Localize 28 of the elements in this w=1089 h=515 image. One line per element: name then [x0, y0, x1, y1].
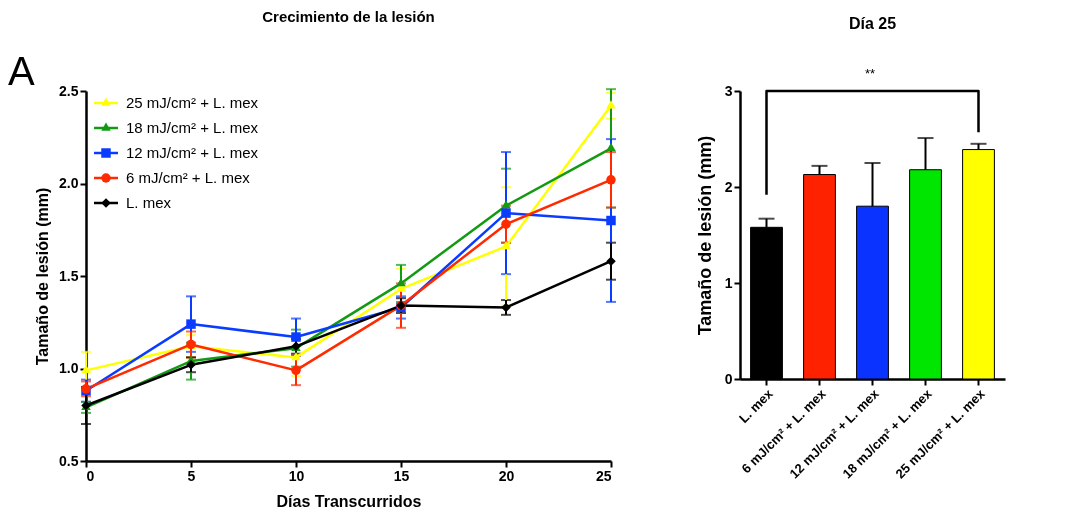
- x-tick-label: L. mex: [735, 385, 777, 426]
- y-tick-label: 1.0: [59, 360, 79, 376]
- y-tick-label: 2.5: [59, 82, 79, 99]
- x-tick-label: 10: [288, 467, 305, 484]
- legend-label: 25 mJ/cm² + L. mex: [126, 94, 259, 111]
- y-tick-label: 1: [724, 274, 733, 291]
- text: **: [864, 66, 876, 81]
- y-axis-title: Tamaño de lesión (mm): [34, 187, 52, 366]
- y-tick-label: 0.5: [59, 452, 79, 469]
- text: A: [8, 49, 35, 93]
- y-tick-label: 2: [724, 178, 733, 195]
- x-tick-label: 20: [498, 467, 515, 484]
- chart-title: Día 25: [848, 15, 897, 32]
- x-tick-label: 15: [393, 467, 410, 484]
- y-tick-label: 2.0: [59, 175, 79, 191]
- x-tick-label: 0: [86, 467, 95, 484]
- y-axis-title: Tamaño de lesión (mm): [694, 135, 715, 336]
- y-tick-label: 3: [724, 82, 733, 99]
- legend-label: L. mex: [126, 194, 172, 211]
- y-tick-label: 1.5: [59, 267, 79, 284]
- x-tick-label: 5: [187, 467, 196, 484]
- x-axis-title: Días Transcurridos: [276, 492, 422, 510]
- y-tick-label: 0: [724, 370, 733, 387]
- legend-label: 12 mJ/cm² + L. mex: [126, 144, 259, 161]
- legend-label: 18 mJ/cm² + L. mex: [126, 119, 259, 136]
- chart-title: Crecimiento de la lesión: [262, 8, 435, 25]
- legend-label: 6 mJ/cm² + L. mex: [126, 169, 251, 186]
- x-tick-label: 25: [595, 467, 612, 484]
